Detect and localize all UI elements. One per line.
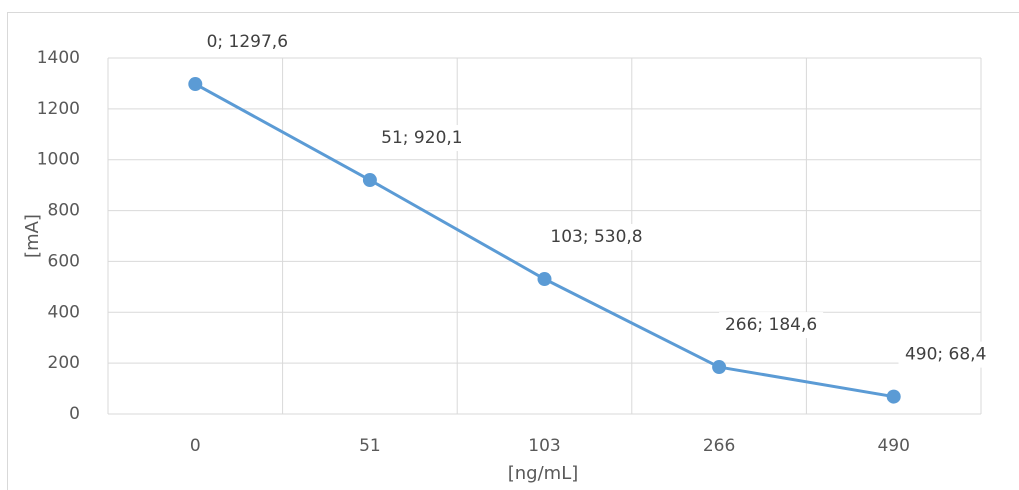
y-tick-label: 1400 (37, 48, 80, 68)
data-point (537, 272, 552, 287)
y-tick-label: 400 (48, 302, 80, 322)
x-tick-label: 0 (190, 436, 201, 456)
data-point (886, 389, 901, 404)
data-point (362, 173, 377, 188)
x-tick-label: 266 (703, 436, 735, 456)
data-label: 103; 530,8 (550, 227, 642, 247)
x-tick-label: 490 (877, 436, 909, 456)
x-tick-label: 51 (359, 436, 381, 456)
y-tick-label: 0 (69, 404, 80, 424)
y-tick-label: 200 (48, 353, 80, 373)
data-point (188, 77, 203, 92)
x-axis-ticks: 0 51 103 266 490 (190, 436, 910, 456)
data-label: 0; 1297,6 (207, 32, 288, 52)
data-point (712, 360, 727, 375)
y-axis-ticks: 0 200 400 600 800 1000 1200 1400 (37, 48, 80, 424)
grid-lines (107, 57, 982, 415)
data-label-background (719, 312, 824, 339)
data-label-background (374, 125, 470, 152)
y-tick-label: 1000 (37, 150, 80, 170)
data-label-background (544, 224, 649, 251)
series-line-group (188, 77, 901, 404)
y-tick-label: 600 (48, 251, 80, 271)
data-label-background (898, 341, 993, 368)
y-tick-label: 1200 (37, 99, 80, 119)
x-axis-title: [ng/mL] (508, 463, 579, 484)
data-label: 266; 184,6 (725, 315, 817, 335)
chart-frame (7, 12, 1019, 490)
data-label: 490; 68,4 (905, 345, 986, 365)
x-tick-label: 103 (528, 436, 560, 456)
y-axis-title: [mA] (22, 214, 43, 258)
y-tick-label: 800 (48, 201, 80, 221)
data-labels: 0; 1297,6 51; 920,1 103; 530,8 266; 184,6 49… (200, 29, 993, 368)
data-label: 51; 920,1 (381, 128, 462, 148)
data-label-background (200, 29, 295, 56)
